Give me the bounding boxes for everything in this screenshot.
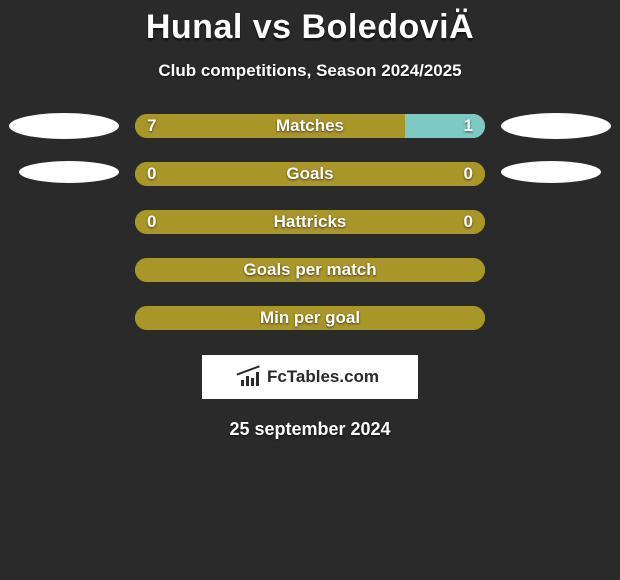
stat-bar-min-per-goal: Min per goal [135,306,485,330]
stat-label: Matches [135,114,485,138]
stat-label: Min per goal [135,306,485,330]
ellipse-slot-right [501,257,611,283]
source-badge: FcTables.com [202,355,418,399]
stat-label: Goals [135,162,485,186]
page-subtitle: Club competitions, Season 2024/2025 [8,61,612,81]
ellipse-slot-right [501,161,611,187]
ellipse-slot-left [9,305,119,331]
stat-bar-goals-per-match: Goals per match [135,258,485,282]
stat-right-value: 1 [464,114,473,138]
stat-bar-hattricks: 0 Hattricks 0 [135,210,485,234]
player-left-ellipse [9,113,119,139]
ellipse-slot-right [501,305,611,331]
player-right-ellipse-small [501,161,601,183]
stat-row-goals: 0 Goals 0 [8,161,612,187]
page-title: Hunal vs BoledoviÄ [8,0,612,47]
source-badge-text: FcTables.com [267,367,379,387]
stat-row-goals-per-match: Goals per match [8,257,612,283]
player-left-ellipse-small [19,161,119,183]
ellipse-slot-left [9,161,119,187]
stat-row-hattricks: 0 Hattricks 0 [8,209,612,235]
stat-right-value: 0 [464,162,473,186]
stat-row-matches: 7 Matches 1 [8,113,612,139]
ellipse-slot-left [9,257,119,283]
stat-row-min-per-goal: Min per goal [8,305,612,331]
player-right-ellipse [501,113,611,139]
stat-right-value: 0 [464,210,473,234]
stat-bar-goals: 0 Goals 0 [135,162,485,186]
stat-bar-matches: 7 Matches 1 [135,114,485,138]
chart-icon [241,368,263,386]
stat-label: Hattricks [135,210,485,234]
ellipse-slot-left [9,209,119,235]
date-text: 25 september 2024 [8,419,612,440]
ellipse-slot-right [501,209,611,235]
stat-label: Goals per match [135,258,485,282]
